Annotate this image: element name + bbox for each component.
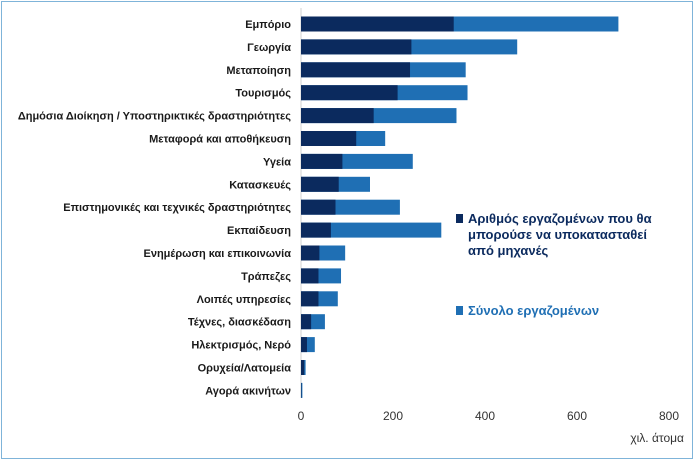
legend-swatch-replaceable bbox=[456, 214, 463, 223]
bar-total bbox=[301, 222, 442, 238]
bar-replaceable bbox=[301, 268, 319, 284]
legend-label-total: Σύνολο εργαζομένων bbox=[468, 303, 599, 318]
category-label: Εκπαίδευση bbox=[227, 225, 291, 237]
bar-replaceable bbox=[301, 245, 320, 261]
category-label: Ενημέρωση και επικοινωνία bbox=[144, 248, 292, 260]
bar-replaceable bbox=[301, 131, 357, 146]
category-label: Ηλεκτρισμός, Νερό bbox=[191, 340, 291, 352]
category-label: Κατασκευές bbox=[229, 179, 291, 191]
category-label: Αγορά ακινήτων bbox=[205, 385, 291, 397]
bar-replaceable bbox=[301, 176, 339, 192]
x-tick-label: 400 bbox=[475, 409, 495, 423]
category-label: Ορυχεία/Λατομεία bbox=[198, 363, 292, 375]
bar-replaceable bbox=[301, 314, 312, 330]
bar-replaceable bbox=[301, 62, 411, 78]
bar-replaceable bbox=[301, 16, 454, 32]
category-label: Επιστημονικές και τεχνικές δραστηριότητε… bbox=[63, 202, 291, 214]
category-label: Γεωργία bbox=[247, 42, 291, 54]
bar-replaceable bbox=[301, 108, 374, 124]
legend-label-replaceable: μπορούσε να υποκατασταθεί bbox=[468, 227, 647, 242]
bar-total bbox=[301, 382, 303, 398]
category-label: Τουρισμός bbox=[235, 88, 291, 100]
legend-label-replaceable: Αριθμός εργαζομένων που θα bbox=[468, 211, 652, 226]
x-unit-label: χιλ. άτομα bbox=[630, 431, 684, 445]
bar-replaceable bbox=[301, 39, 412, 55]
bar-replaceable bbox=[301, 360, 305, 375]
category-label: Εμπόριο bbox=[245, 19, 291, 31]
bar-replaceable bbox=[301, 291, 319, 307]
category-label: Μεταποίηση bbox=[226, 65, 291, 77]
bar-replaceable bbox=[301, 337, 307, 353]
category-label: Τράπεζες bbox=[241, 271, 291, 283]
bar-replaceable bbox=[301, 199, 336, 215]
category-label: Μεταφορά και αποθήκευση bbox=[149, 134, 291, 146]
category-label: Λοιπές υπηρεσίες bbox=[197, 294, 292, 306]
x-tick-label: 200 bbox=[383, 409, 403, 423]
category-label: Τέχνες, διασκέδαση bbox=[188, 317, 291, 329]
bar-replaceable bbox=[301, 85, 398, 101]
legend-label-replaceable: από μηχανές bbox=[468, 243, 548, 258]
x-tick-label: 0 bbox=[298, 409, 305, 423]
category-label: Υγεία bbox=[263, 156, 291, 168]
legend-swatch-total bbox=[456, 306, 463, 315]
x-tick-label: 800 bbox=[659, 409, 679, 423]
category-label: Δημόσια Διοίκηση / Υποστηρικτικές δραστη… bbox=[18, 111, 291, 123]
x-tick-label: 600 bbox=[567, 409, 587, 423]
bar-replaceable bbox=[301, 153, 343, 169]
bar-replaceable bbox=[301, 222, 331, 238]
